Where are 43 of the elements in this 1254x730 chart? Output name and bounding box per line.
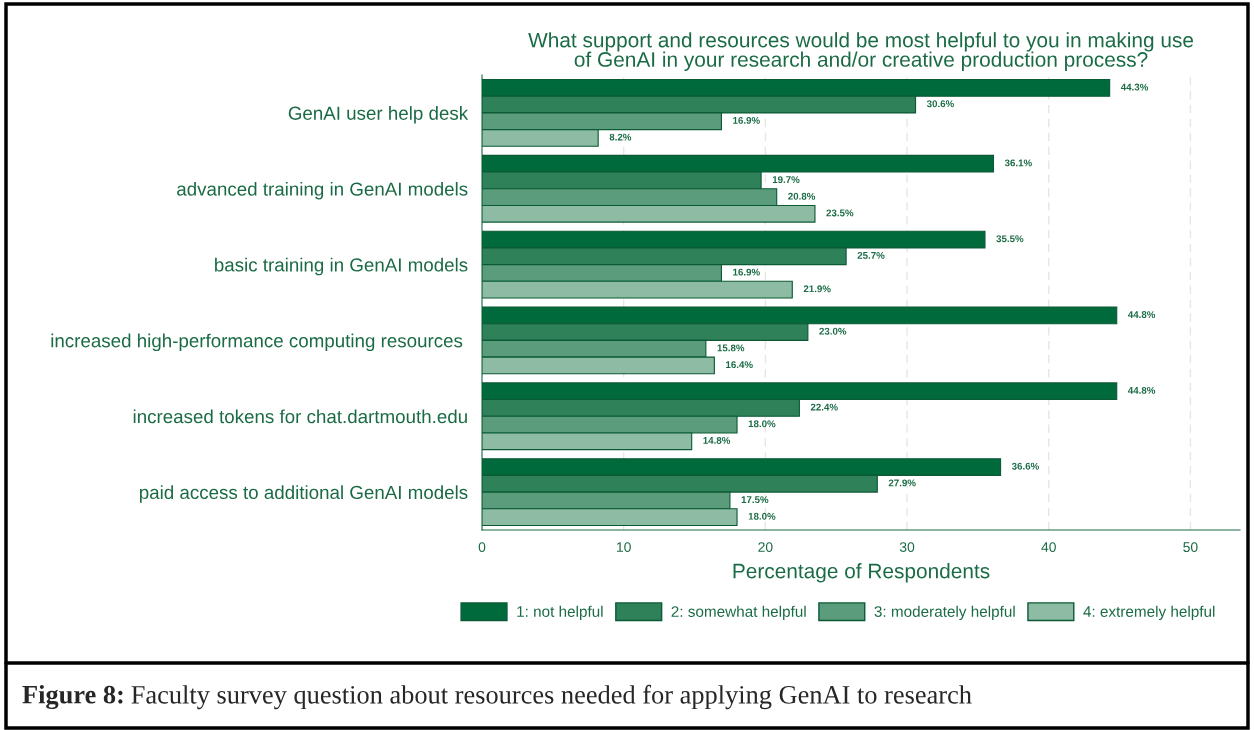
data-label: 16.4% [726, 361, 753, 369]
chart-title: What support and resources would be most helpful to you in making use of GenAI in your research and/or creative production process? [528, 32, 1194, 71]
x-tick-label: 0 [478, 542, 486, 553]
data-label: 17.5% [741, 496, 769, 504]
data-label: 36.1% [1004, 159, 1032, 167]
data-label: 30.6% [926, 100, 954, 108]
x-tick-label: 20 [758, 542, 773, 553]
data-label: 22.4% [810, 403, 838, 411]
data-label: 14.8% [703, 437, 731, 444]
data-label: 18.0% [748, 420, 776, 428]
data-label: 20.8% [788, 192, 816, 200]
y-tick-label: increased tokens for chat.dartmouth.edu [133, 409, 467, 424]
data-label: 44.3% [1120, 83, 1149, 91]
data-label: 23.0% [819, 327, 847, 335]
data-label: 44.8% [1127, 311, 1156, 318]
data-label: 36.6% [1011, 462, 1039, 470]
legend-label: 4: extremely helpful [1083, 605, 1215, 620]
data-label: 19.7% [772, 176, 800, 184]
x-tick-label: 10 [617, 542, 631, 553]
data-label: 25.7% [857, 251, 885, 259]
y-tick-label: paid access to additional GenAI models [139, 485, 468, 503]
y-tick-label: advanced training in GenAI models [177, 181, 468, 200]
y-tick-label: increased high-performance computing resources [51, 333, 463, 352]
y-tick-label: basic training in GenAI models [215, 257, 468, 276]
y-tick-label: GenAI user help desk [288, 106, 469, 124]
data-label: 35.5% [996, 235, 1024, 243]
data-label: 44.8% [1127, 386, 1156, 394]
data-label: 8.2% [609, 133, 632, 141]
data-label: 27.9% [888, 479, 916, 487]
legend-label: 2: somewhat helpful [671, 605, 806, 620]
x-tick-label: 50 [1183, 542, 1198, 553]
data-label: 21.9% [803, 285, 831, 293]
data-label: 15.8% [717, 344, 745, 352]
x-tick-label: 30 [899, 542, 915, 553]
data-label: 23.5% [826, 209, 854, 217]
data-label: 18.0% [748, 512, 776, 520]
legend-label: 3: moderately helpful [874, 605, 1015, 620]
legend-label: 1: not helpful [517, 605, 603, 620]
data-label: 16.9% [733, 268, 760, 276]
x-tick-label: 40 [1041, 542, 1056, 553]
data-label: 16.9% [733, 116, 760, 124]
x-axis-title: Percentage of Respondents [733, 563, 990, 583]
caption: Figure 8: Faculty survey question about resources needed for applying GenAI to research [22, 684, 972, 710]
